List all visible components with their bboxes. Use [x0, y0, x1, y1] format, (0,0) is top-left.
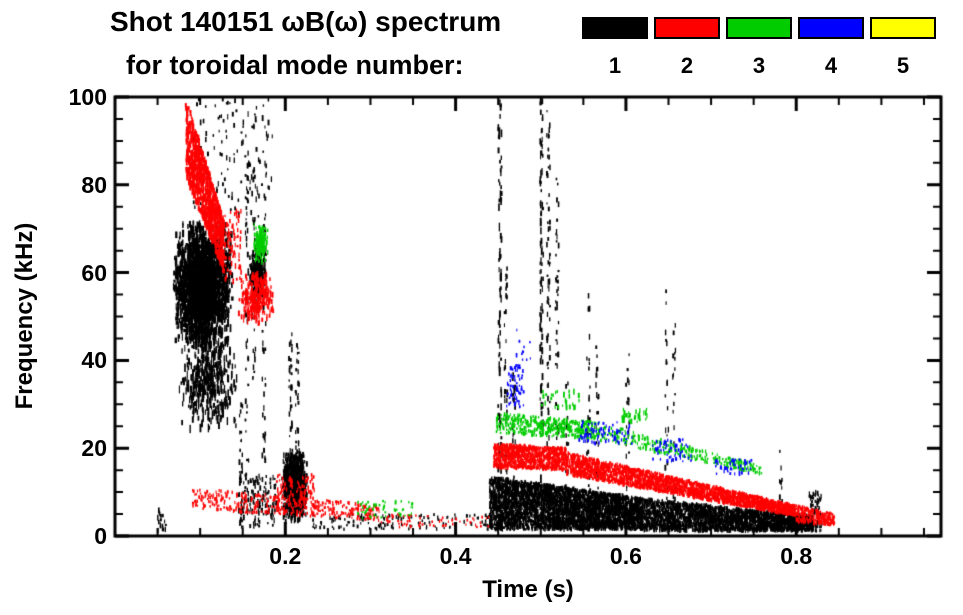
y-tick-label-20: 20 [81, 435, 107, 462]
x-tick-label-0.2: 0.2 [269, 543, 302, 569]
y-tick-label-40: 40 [81, 347, 107, 374]
y-tick-label-80: 80 [81, 171, 107, 198]
y-tick-label-60: 60 [81, 259, 107, 286]
x-axis-title: Time (s) [482, 576, 574, 603]
y-axis-title: Frequency (kHz) [11, 222, 38, 410]
x-tick-label-0.6: 0.6 [609, 543, 642, 569]
x-tick-label-0.8: 0.8 [780, 543, 813, 569]
y-tick-label-100: 100 [68, 84, 107, 110]
x-tick-label-0.4: 0.4 [439, 543, 472, 569]
y-tick-label-0: 0 [94, 523, 107, 549]
